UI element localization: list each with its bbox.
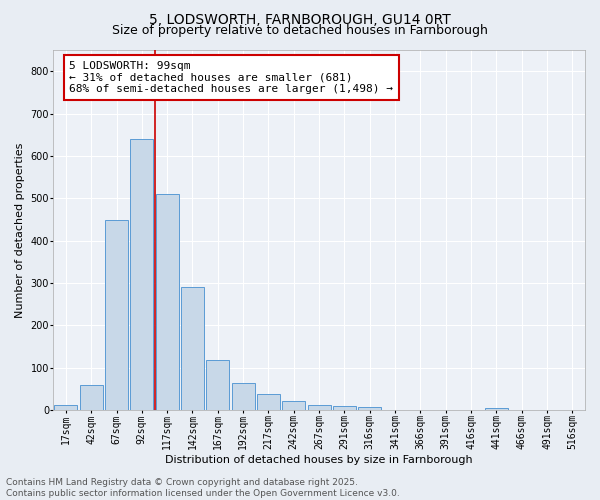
Bar: [130, 139, 153, 410]
Bar: [308, 404, 331, 410]
Bar: [232, 384, 254, 410]
Bar: [181, 287, 204, 410]
Bar: [257, 394, 280, 410]
Bar: [206, 360, 229, 410]
Bar: [55, 404, 77, 410]
Text: 5, LODSWORTH, FARNBOROUGH, GU14 0RT: 5, LODSWORTH, FARNBOROUGH, GU14 0RT: [149, 12, 451, 26]
Y-axis label: Number of detached properties: Number of detached properties: [15, 142, 25, 318]
Text: Size of property relative to detached houses in Farnborough: Size of property relative to detached ho…: [112, 24, 488, 37]
Bar: [80, 386, 103, 410]
Bar: [105, 220, 128, 410]
Bar: [156, 194, 179, 410]
Bar: [333, 406, 356, 410]
Text: Contains HM Land Registry data © Crown copyright and database right 2025.
Contai: Contains HM Land Registry data © Crown c…: [6, 478, 400, 498]
Text: 5 LODSWORTH: 99sqm
← 31% of detached houses are smaller (681)
68% of semi-detach: 5 LODSWORTH: 99sqm ← 31% of detached hou…: [69, 61, 393, 94]
Bar: [283, 400, 305, 410]
X-axis label: Distribution of detached houses by size in Farnborough: Distribution of detached houses by size …: [165, 455, 473, 465]
Bar: [358, 407, 381, 410]
Bar: [485, 408, 508, 410]
